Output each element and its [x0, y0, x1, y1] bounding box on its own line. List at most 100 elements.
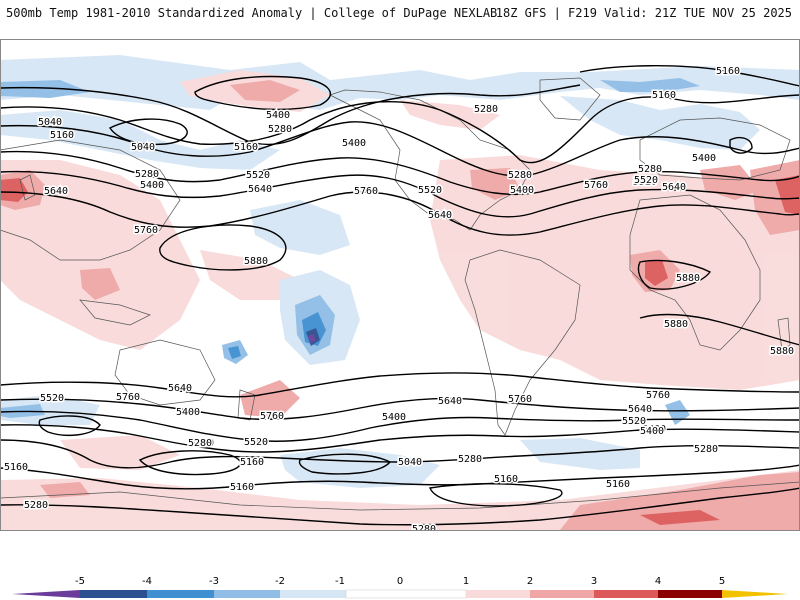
south-america-coast	[464, 249, 581, 436]
contour-label: 5520	[246, 170, 270, 181]
contour-label: 5160	[494, 474, 518, 485]
contour-label: 5280	[458, 454, 482, 465]
contour-label: 5280	[24, 500, 48, 511]
anomaly-positive-region	[0, 160, 200, 350]
anomaly-positive-region	[200, 250, 300, 300]
contour-label: 5160	[716, 66, 740, 77]
contour-label: 5160	[652, 90, 676, 101]
anomaly-map: 5040 5160 5040 5160 5400 5280 5400 5280 …	[0, 39, 800, 531]
contour-label: 5640	[44, 186, 68, 197]
colorbar-segment	[530, 590, 594, 598]
europe-coast	[639, 117, 791, 181]
coastlines	[0, 77, 800, 511]
contour-line	[0, 424, 800, 453]
anomaly-positive-region	[240, 380, 300, 418]
contour-label: 5640	[662, 182, 686, 193]
antarctica-coast	[0, 481, 800, 511]
contour-label: 5280	[190, 438, 214, 449]
contour-line	[0, 150, 800, 196]
contour-line	[0, 191, 800, 236]
anomaly-negative-region	[280, 448, 440, 488]
contour-label: 5160	[230, 482, 254, 493]
anomaly-positive-region	[430, 155, 800, 390]
contour-line	[0, 487, 800, 526]
colorbar-tick: 5	[719, 576, 725, 587]
anomaly-positive-region	[60, 435, 180, 470]
contour-label: 5280	[188, 438, 212, 449]
contour-label: 5400	[176, 407, 200, 418]
contour-label: 5880	[664, 319, 688, 330]
contour-label: 5520	[40, 393, 64, 404]
map-title: 500mb Temp 1981-2010 Standardized Anomal…	[6, 6, 498, 20]
contour-label: 5760	[134, 225, 158, 236]
contour-label: 5760	[354, 186, 378, 197]
anomaly-negative-region	[228, 346, 241, 359]
height-contours	[0, 65, 800, 526]
contour-label: 5400	[266, 110, 290, 121]
greenland-coast	[539, 77, 601, 121]
contour-label: 5160	[606, 479, 630, 490]
colorbar-segment	[147, 590, 214, 598]
anomaly-negative-region	[0, 110, 280, 170]
anomaly-negative-region	[600, 78, 700, 92]
contour-label: 5400	[382, 412, 406, 423]
anomaly-negative-region	[308, 334, 315, 343]
colorbar-segment	[466, 590, 530, 598]
colorbar-tick: 1	[463, 576, 469, 587]
contour-labels: 5040 5160 5040 5160 5400 5280 5400 5280 …	[2, 65, 795, 531]
contour-label: 5280	[638, 164, 662, 175]
contour-label: 5040	[38, 117, 62, 128]
colorbar-tip-left	[12, 590, 80, 598]
contour-line	[159, 224, 287, 271]
anomaly-negative-region	[0, 80, 90, 98]
anomaly-positive-region	[470, 168, 520, 200]
contour-label: 5880	[770, 346, 794, 357]
contour-label: 5640	[438, 396, 462, 407]
contour-line	[194, 75, 332, 111]
contour-line	[0, 372, 800, 398]
asia-coast	[0, 139, 181, 261]
contour-label: 5280	[508, 170, 532, 181]
contour-line	[579, 65, 800, 87]
colorbar-tick: 0	[397, 576, 403, 587]
colorbar-tick: 4	[655, 576, 661, 587]
contour-label: 5400	[510, 185, 534, 196]
contour-label: 5520	[418, 185, 442, 196]
contour-label: 5040	[398, 457, 422, 468]
colorbar-tick: -4	[142, 576, 152, 587]
contour-line	[0, 121, 800, 177]
anomaly-negative-region	[560, 96, 760, 150]
anomaly-positive-region	[700, 165, 760, 200]
contour-line	[639, 313, 800, 346]
contour-label: 5040	[131, 142, 155, 153]
contour-line	[298, 453, 392, 475]
contour-label: 5160	[50, 130, 74, 141]
anomaly-negative-region	[520, 438, 640, 470]
contour-line	[0, 410, 800, 442]
contour-label: 5400	[692, 153, 716, 164]
contour-line	[0, 464, 800, 490]
contour-label: 5520	[633, 177, 657, 188]
contour-label: 5880	[676, 273, 700, 284]
contour-label: 5760	[508, 394, 532, 405]
contour-label: 5760	[116, 392, 140, 403]
contour-label: 5760	[646, 390, 670, 401]
colorbar-segment	[658, 590, 722, 598]
colorbar-tick: -1	[335, 576, 345, 587]
colorbar-ticks: -5 -4 -3 -2 -1 0 1 2 3 4 5	[75, 576, 725, 587]
contour-label: 5640	[628, 404, 652, 415]
colorbar-segment	[345, 589, 467, 599]
africa-coast	[629, 194, 761, 351]
colorbar-tick: -5	[75, 576, 85, 587]
contour-label: 5160	[240, 457, 264, 468]
australia-coast	[114, 339, 216, 406]
anomaly-negative-region	[0, 395, 100, 425]
contour-line	[108, 118, 188, 146]
anomaly-positive-region	[645, 260, 668, 286]
contour-line	[729, 136, 753, 154]
contour-label: 5160	[234, 142, 258, 153]
contour-label: 5520	[622, 416, 646, 427]
contour-label: 5640	[168, 383, 192, 394]
contour-label: 5280	[694, 444, 718, 455]
anomaly-positive-region	[80, 268, 120, 300]
